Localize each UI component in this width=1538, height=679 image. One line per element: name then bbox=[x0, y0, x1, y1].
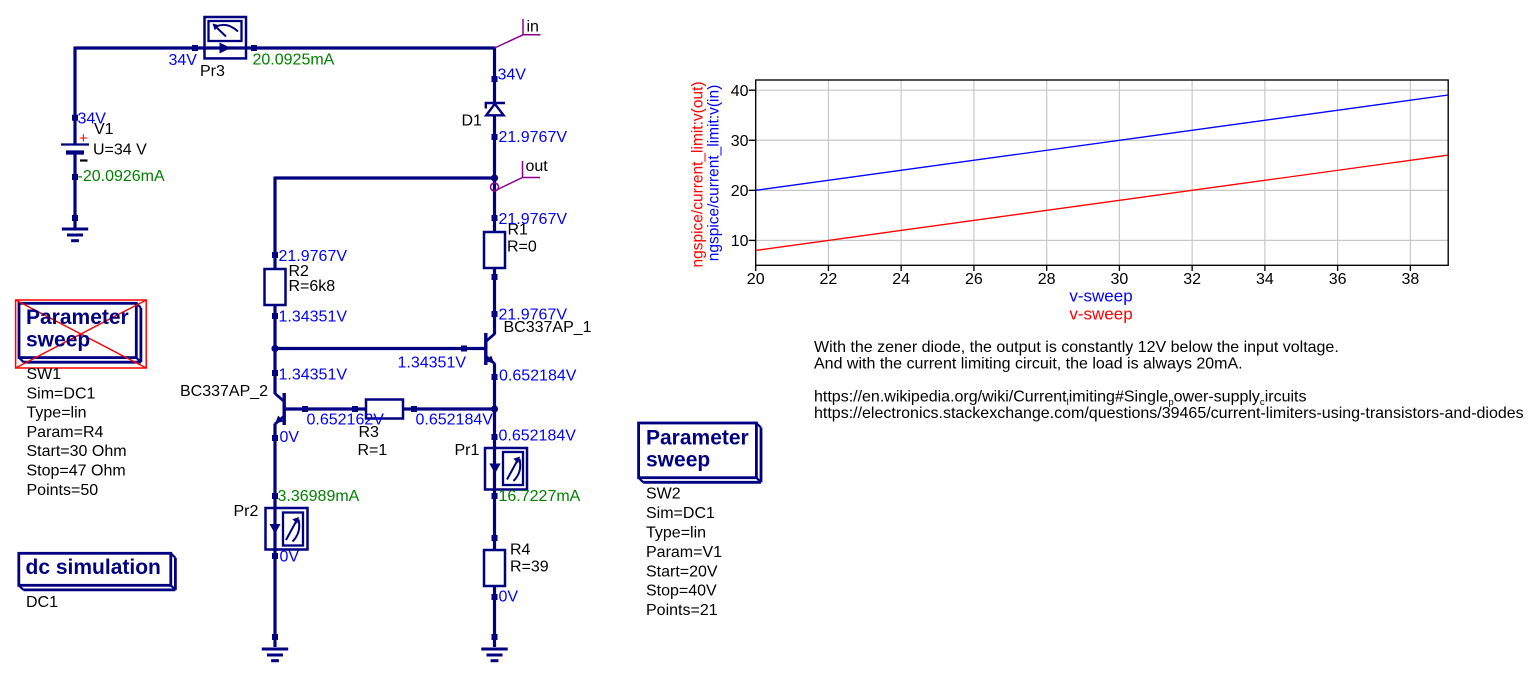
svg-text:34V: 34V bbox=[498, 67, 527, 84]
svg-text:1.34351V: 1.34351V bbox=[398, 355, 467, 372]
svg-text:32: 32 bbox=[1183, 271, 1201, 288]
svg-text:R1: R1 bbox=[508, 222, 529, 239]
svg-text:ngspice/current_limit:v(in): ngspice/current_limit:v(in) bbox=[706, 85, 723, 262]
svg-text:20: 20 bbox=[747, 271, 765, 288]
svg-text:https://electronics.stackexcha: https://electronics.stackexchange.com/qu… bbox=[814, 405, 1524, 422]
svg-text:SW1: SW1 bbox=[27, 366, 62, 383]
svg-text:U=34 V: U=34 V bbox=[93, 142, 147, 159]
svg-text:-20.0926mA: -20.0926mA bbox=[78, 168, 165, 185]
svg-text:v-sweep: v-sweep bbox=[1069, 305, 1132, 324]
svg-text:0.652162V: 0.652162V bbox=[307, 412, 385, 429]
svg-text:Param=R4: Param=R4 bbox=[27, 424, 104, 441]
svg-text:21.9767V: 21.9767V bbox=[279, 248, 348, 265]
svg-text:21.9767V: 21.9767V bbox=[499, 129, 568, 146]
svg-text:And with the current limiting: And with the current limiting circuit, t… bbox=[814, 356, 1243, 373]
svg-text:With the zener diode, the outp: With the zener diode, the output is cons… bbox=[814, 339, 1339, 356]
svg-text:V1: V1 bbox=[94, 121, 114, 138]
svg-text:sweep: sweep bbox=[26, 329, 90, 352]
svg-text:0V: 0V bbox=[280, 429, 300, 446]
svg-text:34V: 34V bbox=[78, 110, 107, 127]
svg-text:21.9767V: 21.9767V bbox=[499, 211, 568, 228]
svg-text:Start=30 Ohm: Start=30 Ohm bbox=[27, 443, 127, 460]
svg-text:Type=lin: Type=lin bbox=[646, 525, 706, 542]
svg-text:0V: 0V bbox=[499, 589, 519, 606]
svg-text:+: + bbox=[79, 130, 88, 147]
svg-text:0V: 0V bbox=[280, 549, 300, 566]
svg-text:SW2: SW2 bbox=[646, 486, 681, 503]
svg-text:BC337AP_1: BC337AP_1 bbox=[504, 319, 592, 336]
svg-text:BC337AP_2: BC337AP_2 bbox=[180, 383, 268, 400]
svg-text:Pr3: Pr3 bbox=[200, 63, 225, 80]
svg-text:24: 24 bbox=[892, 271, 910, 288]
svg-text:Param=V1: Param=V1 bbox=[646, 544, 722, 561]
svg-text:1.34351V: 1.34351V bbox=[279, 367, 348, 384]
svg-text:out: out bbox=[526, 158, 549, 175]
svg-text:20.0925mA: 20.0925mA bbox=[253, 52, 335, 69]
svg-text:Type=lin: Type=lin bbox=[27, 405, 87, 422]
svg-text:Parameter: Parameter bbox=[646, 427, 749, 450]
svg-text:Stop=40V: Stop=40V bbox=[646, 583, 717, 600]
svg-text:sweep: sweep bbox=[646, 449, 710, 472]
svg-text:10: 10 bbox=[731, 233, 749, 250]
svg-text:Points=21: Points=21 bbox=[646, 602, 718, 619]
svg-text:34V: 34V bbox=[169, 52, 198, 69]
svg-text:R4: R4 bbox=[510, 542, 531, 559]
svg-text:Points=50: Points=50 bbox=[27, 482, 99, 499]
svg-text:in: in bbox=[527, 19, 539, 36]
svg-text:dc simulation: dc simulation bbox=[26, 556, 161, 579]
svg-text:R=1: R=1 bbox=[358, 442, 388, 459]
svg-text:30: 30 bbox=[1111, 271, 1129, 288]
svg-text:0.652184V: 0.652184V bbox=[499, 428, 577, 445]
svg-text:R3: R3 bbox=[359, 424, 380, 441]
svg-text:38: 38 bbox=[1401, 271, 1419, 288]
svg-text:Start=20V: Start=20V bbox=[646, 563, 718, 580]
svg-text:28: 28 bbox=[1038, 271, 1056, 288]
svg-text:R=6k8: R=6k8 bbox=[289, 278, 336, 295]
svg-text:R2: R2 bbox=[289, 263, 310, 280]
svg-text:21.9767V: 21.9767V bbox=[499, 307, 568, 324]
svg-text:Pr2: Pr2 bbox=[234, 503, 259, 520]
svg-text:v-sweep: v-sweep bbox=[1069, 287, 1132, 306]
svg-text:Stop=47 Ohm: Stop=47 Ohm bbox=[27, 463, 126, 480]
svg-text:DC1: DC1 bbox=[26, 594, 58, 611]
svg-text:34: 34 bbox=[1256, 271, 1274, 288]
svg-text:22: 22 bbox=[820, 271, 838, 288]
svg-text:0.652184V: 0.652184V bbox=[416, 412, 494, 429]
svg-text:40: 40 bbox=[731, 83, 749, 100]
svg-text:Parameter: Parameter bbox=[26, 306, 129, 329]
svg-text:Pr1: Pr1 bbox=[455, 442, 480, 459]
svg-text:1.34351V: 1.34351V bbox=[279, 309, 348, 326]
svg-text:20: 20 bbox=[731, 183, 749, 200]
svg-text:ngspice/current_limit:v(out): ngspice/current_limit:v(out) bbox=[690, 81, 707, 267]
svg-text:30: 30 bbox=[731, 133, 749, 150]
svg-text:0.652184V: 0.652184V bbox=[499, 368, 577, 385]
svg-text:3.36989mA: 3.36989mA bbox=[278, 488, 360, 505]
svg-text:D1: D1 bbox=[462, 113, 483, 130]
svg-text:R=39: R=39 bbox=[510, 559, 549, 576]
svg-text:Sim=DC1: Sim=DC1 bbox=[646, 505, 715, 522]
svg-text:16.7227mA: 16.7227mA bbox=[499, 488, 581, 505]
svg-text:https://en.wikipedia.org/wiki/: https://en.wikipedia.org/wiki/Currentlim… bbox=[814, 389, 1307, 409]
svg-text:R=0: R=0 bbox=[507, 239, 537, 256]
svg-text:Sim=DC1: Sim=DC1 bbox=[27, 385, 96, 402]
svg-text:26: 26 bbox=[965, 271, 983, 288]
svg-text:36: 36 bbox=[1329, 271, 1347, 288]
